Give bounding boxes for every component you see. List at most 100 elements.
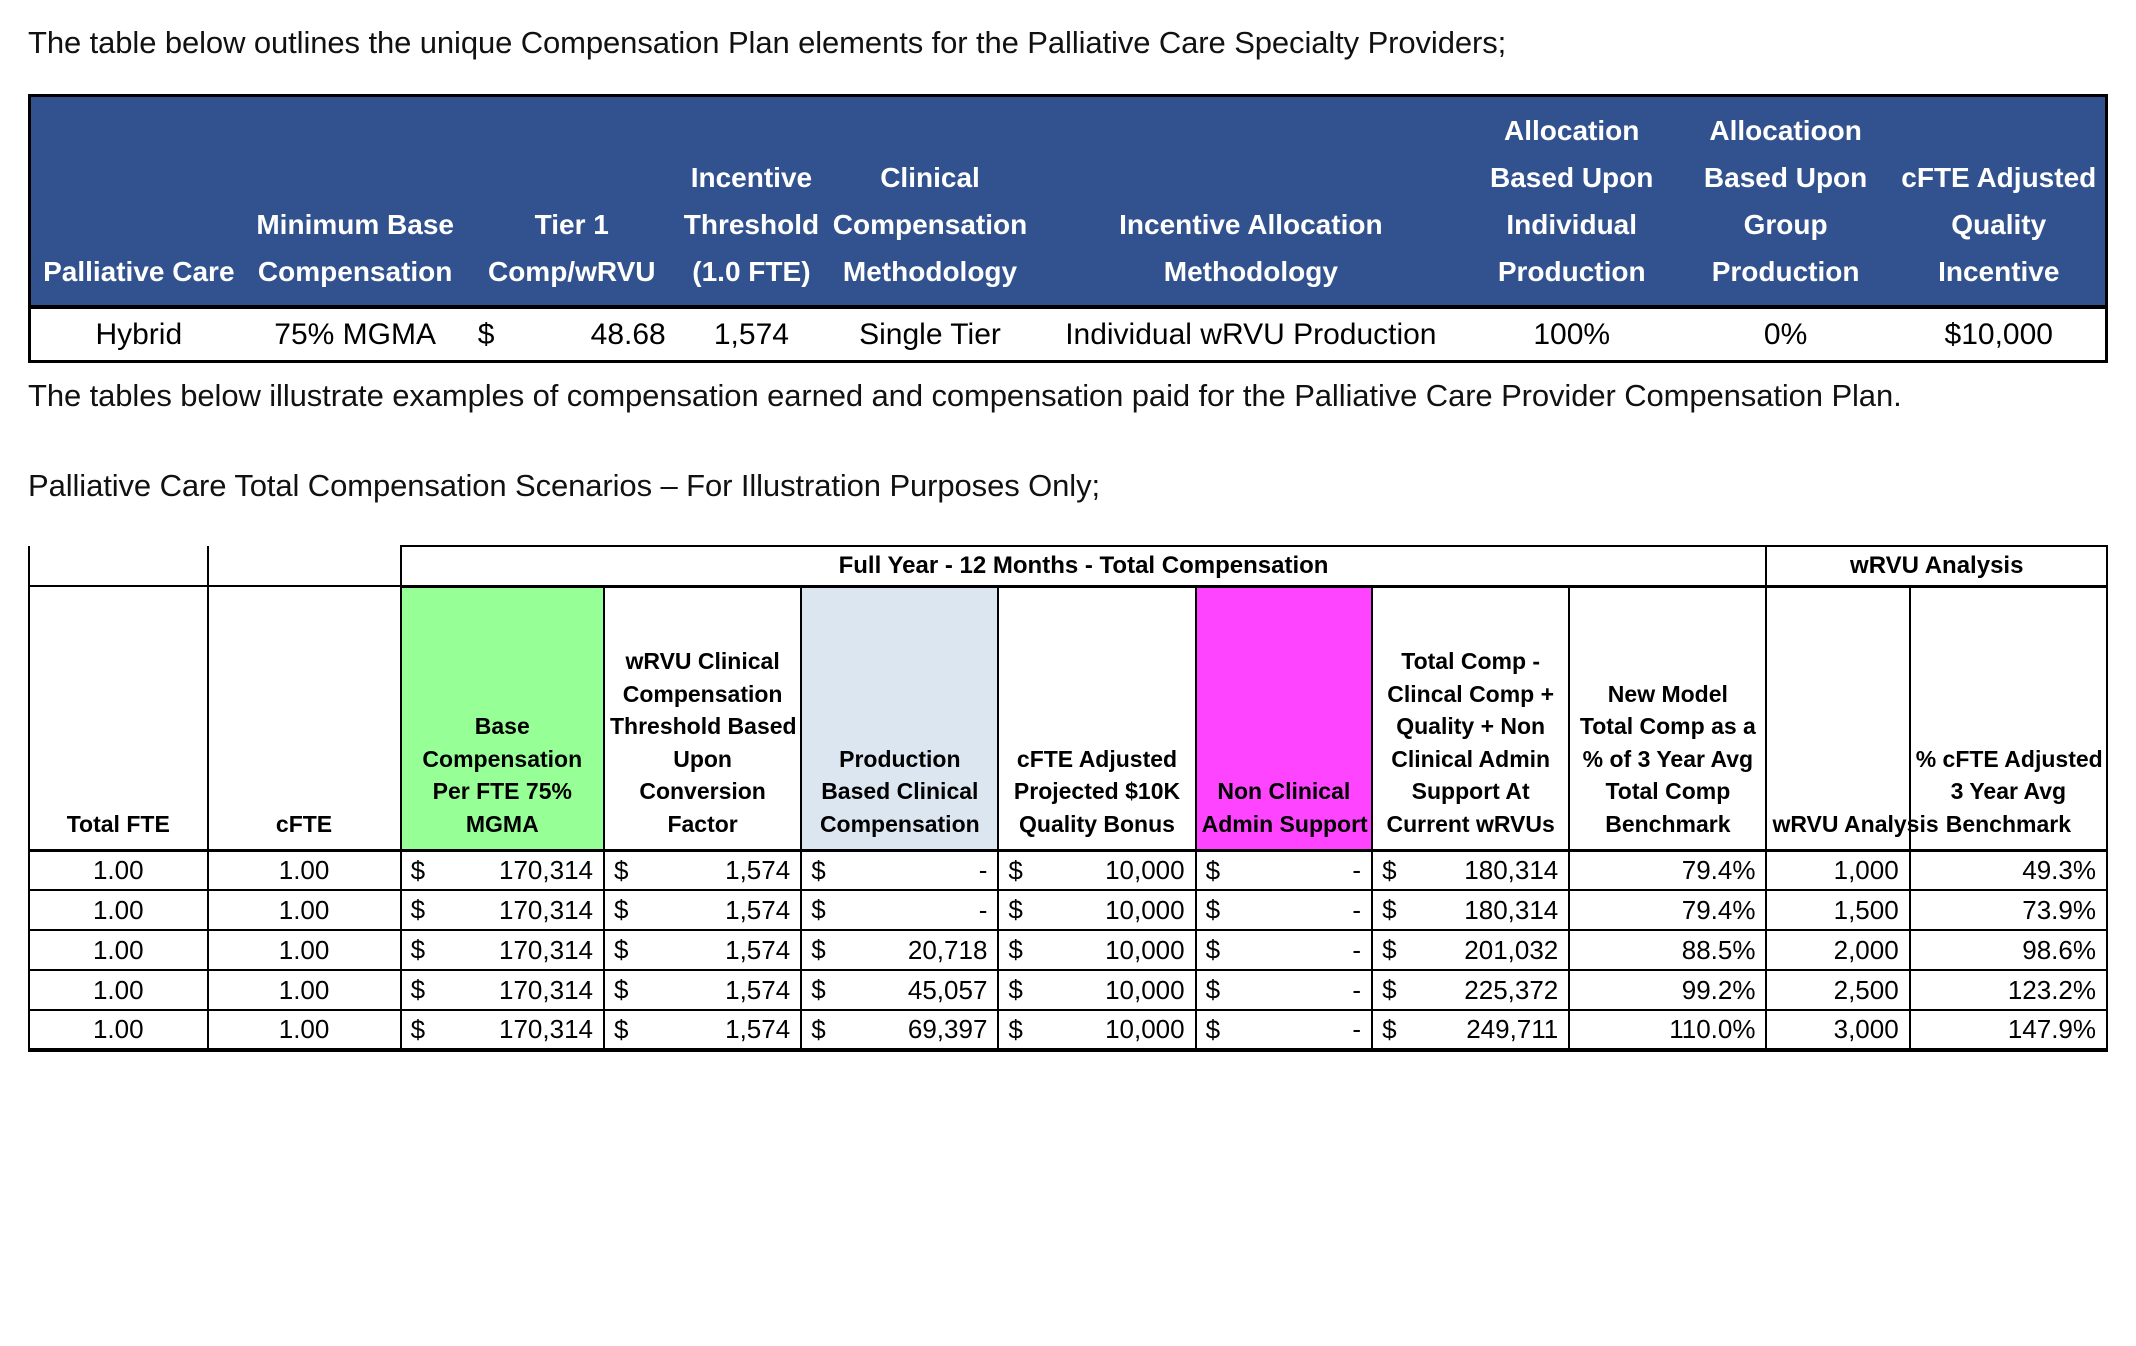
- cell-wrvu-clinical-threshold: $1,574: [602, 1009, 803, 1053]
- colhead-line: Total Comp: [1605, 778, 1731, 805]
- cell-quality-bonus: $10,000: [997, 969, 1197, 1012]
- currency-symbol: $: [811, 855, 826, 886]
- cell-value: -: [978, 894, 988, 925]
- cell-allocation-individual-production: 100%: [1464, 307, 1679, 362]
- th-line: Methodology: [842, 256, 1018, 288]
- cell-cfte: 1.00: [206, 929, 402, 972]
- cell-new-model-pct-benchmark: 88.5%: [1568, 929, 1768, 972]
- colhead-line: Benchmark: [1605, 811, 1731, 838]
- colhead-line: Non Clinical: [1217, 778, 1351, 805]
- currency-symbol: $: [1205, 934, 1221, 965]
- cell-wrvu-clinical-threshold: $1,574: [602, 848, 803, 892]
- colhead-wrvu-clinical-threshold: wRVU Clinical Compensation Threshold Bas…: [602, 584, 803, 852]
- cell-value: -: [1352, 855, 1362, 886]
- cell-total-fte: 1.00: [28, 848, 209, 892]
- cell-total-fte: 1.00: [28, 969, 209, 1012]
- colhead-line: Total Comp as a: [1579, 713, 1756, 740]
- currency-symbol: $: [614, 974, 629, 1005]
- scenarios-table-body: 1.00 1.00 $170,314 $1,574 $ - $10,000 $ - …: [28, 848, 2109, 1053]
- cell-value: 180,314: [1464, 894, 1559, 925]
- th-allocation-individual-production: Allocation Based Upon Individual Product…: [1464, 95, 1679, 308]
- th-incentive-threshold: Incentive Threshold (1.0 FTE): [679, 95, 824, 308]
- cell-new-model-pct-benchmark: 79.4%: [1568, 848, 1768, 892]
- cell-cfte-adjusted-quality-incentive: $10,000: [1892, 307, 2107, 362]
- cell-cfte: 1.00: [206, 1009, 402, 1053]
- colhead-line: Clincal Comp +: [1387, 680, 1555, 707]
- cell-cfte: 1.00: [206, 848, 402, 892]
- cell-value: 180,314: [1464, 855, 1559, 886]
- cell-value: 69,397: [907, 1014, 988, 1045]
- colhead-line: Compensation: [819, 811, 980, 838]
- cell-new-model-pct-benchmark: 110.0%: [1568, 1009, 1768, 1053]
- cell-pct-cfte-adjusted-benchmark: 49.3%: [1908, 848, 2109, 892]
- colhead-pct-cfte-adjusted-benchmark: % cFTE Adjusted 3 Year Avg Benchmark: [1908, 585, 2109, 852]
- cell-value: -: [1352, 1014, 1362, 1045]
- th-line: Incentive: [1938, 256, 2060, 288]
- cell-total-comp: $249,711: [1371, 1009, 1571, 1053]
- cell-total-comp: $201,032: [1371, 929, 1571, 972]
- colhead-line: Total Comp -: [1401, 647, 1541, 674]
- colhead-base-compensation: Base Compensation Per FTE 75% MGMA: [399, 584, 606, 852]
- group-full-year-total-compensation: Full Year - 12 Months - Total Compensati…: [399, 545, 1768, 588]
- cell-value: 10,000: [1105, 974, 1185, 1005]
- colhead-line: Admin Support: [1201, 811, 1368, 838]
- th-line: Clinical: [880, 162, 980, 194]
- cell-base-compensation: $170,314: [399, 929, 606, 972]
- colhead-production-based-clinical-comp: Production Based Clinical Compensation: [800, 584, 1000, 852]
- cell-base-compensation: $170,314: [399, 848, 606, 892]
- cell-wrvu-clinical-threshold: $1,574: [602, 889, 803, 932]
- colhead-line: New Model: [1607, 680, 1728, 707]
- colhead-new-model-pct-benchmark: New Model Total Comp as a % of 3 Year Av…: [1568, 584, 1768, 852]
- colhead-line: Support At: [1411, 778, 1530, 805]
- th-line: cFTE Adjusted: [1901, 162, 2097, 194]
- cell-new-model-pct-benchmark: 99.2%: [1568, 969, 1768, 1012]
- cell-value: 20,718: [907, 934, 988, 965]
- cell-total-fte: 1.00: [28, 929, 209, 972]
- currency-symbol: $: [614, 1014, 629, 1045]
- colhead-line: cFTE: [275, 811, 333, 838]
- currency-symbol: $: [410, 1014, 426, 1045]
- cell-production-based-clinical-comp: $69,397: [800, 1009, 1000, 1053]
- currency-symbol: $: [1205, 855, 1221, 886]
- cell-value: 45,057: [907, 974, 988, 1005]
- cell-total-fte: 1.00: [28, 889, 209, 932]
- th-line: Based Upon: [1703, 162, 1868, 194]
- cell-cfte: 1.00: [206, 889, 402, 932]
- th-tier1-comp-wrvu: Tier 1 Comp/wRVU: [463, 95, 680, 308]
- cell-non-clinical-admin-support: $ -: [1194, 848, 1374, 892]
- th-line: Quality: [1951, 209, 2047, 241]
- cell-value: -: [1352, 894, 1362, 925]
- cell-base-compensation: $170,314: [399, 889, 606, 932]
- cell-value: 225,372: [1464, 974, 1559, 1005]
- cell-minimum-base-compensation: 75% MGMA: [246, 307, 464, 362]
- cell-pct-cfte-adjusted-benchmark: 147.9%: [1908, 1009, 2109, 1053]
- th-line: (1.0 FTE): [692, 256, 811, 288]
- cell-value: 170,314: [499, 894, 593, 925]
- scenarios-table: Full Year - 12 Months - Total Compensati…: [28, 545, 2109, 1053]
- th-line: Production: [1497, 256, 1646, 288]
- cell-tier1-currency-symbol: $: [463, 307, 563, 362]
- th-line: Palliative Care: [43, 256, 235, 288]
- currency-symbol: $: [1008, 974, 1023, 1005]
- intro-paragraph: The table below outlines the unique Comp…: [28, 25, 1507, 60]
- th-line: Methodology: [1163, 256, 1338, 288]
- group-blank-cfte: [207, 546, 402, 587]
- cell-wrvu-analysis: 2,000: [1765, 929, 1911, 972]
- cell-palliative-care: Hybrid: [29, 307, 247, 362]
- colhead-line: Conversion: [639, 778, 766, 805]
- scenarios-table-wrapper: Full Year - 12 Months - Total Compensati…: [28, 545, 2109, 1053]
- th-allocation-group-production: Allocatioon Based Upon Group Production: [1678, 95, 1893, 308]
- cell-pct-cfte-adjusted-benchmark: 98.6%: [1908, 929, 2109, 972]
- document-page: The table below outlines the unique Comp…: [0, 18, 2136, 1346]
- plan-elements-data-row: Hybrid 75% MGMA $ 48.68 1,574 Single Tie…: [29, 307, 2107, 362]
- scenarios-column-header-row: Total FTE cFTE Base Compensation Per FTE…: [28, 584, 2109, 852]
- currency-symbol: $: [1382, 934, 1397, 965]
- th-incentive-allocation-methodology: Incentive Allocation Methodology: [1036, 95, 1465, 308]
- colhead-non-clinical-admin-support: Non Clinical Admin Support: [1194, 584, 1374, 852]
- th-line: Compensation: [257, 256, 453, 288]
- colhead-line: Compensation: [622, 680, 783, 707]
- currency-symbol: $: [811, 934, 826, 965]
- table-row: 1.00 1.00 $170,314 $1,574 $69,397 $10,00…: [28, 1009, 2109, 1053]
- th-minimum-base-compensation: Minimum Base Compensation: [246, 95, 464, 308]
- cell-value: 10,000: [1105, 894, 1185, 925]
